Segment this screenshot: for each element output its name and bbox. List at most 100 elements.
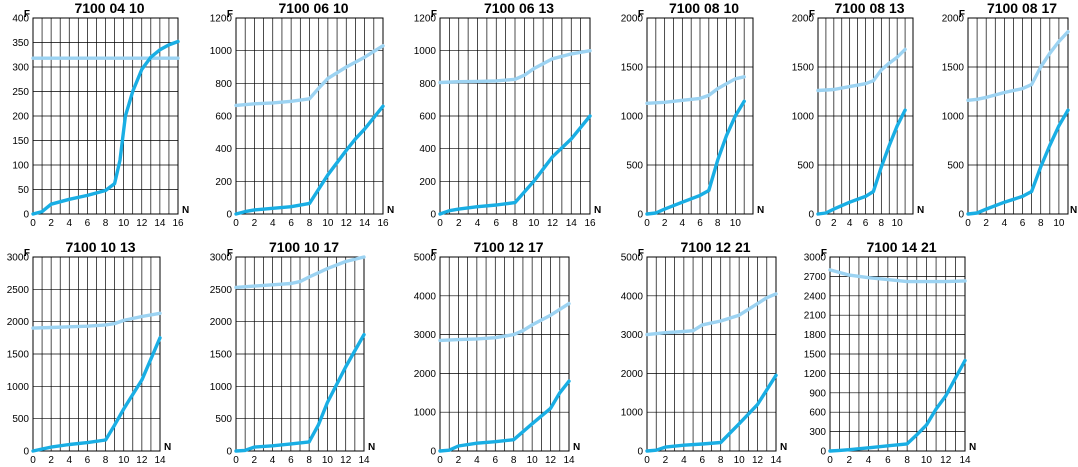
x-axis-label: N [969,442,976,453]
series-line-upper [438,301,571,343]
x-tick-label: 2 [252,455,258,466]
y-tick-label: 2000 [414,369,437,380]
y-axis-label: F [431,248,437,259]
y-tick-label: 0 [958,210,964,221]
x-tick-label: 16 [377,218,389,229]
x-tick-label: 0 [815,218,821,229]
y-tick-label: 1000 [414,408,437,419]
x-axis-label: N [164,442,171,453]
x-tick-label: 4 [474,455,480,466]
y-tick-label: 1500 [7,350,30,361]
y-tick-label: 1200 [210,14,233,25]
series-line-upper [438,49,592,85]
series-line-upper [828,268,967,284]
x-tick-label: 4 [270,218,276,229]
y-tick-label: 1500 [621,63,644,74]
chart-title: 7100 06 13 [484,0,554,16]
y-tick-label: 1800 [804,330,827,341]
x-tick-label: 6 [493,455,499,466]
y-tick-label: 0 [226,447,232,458]
y-axis-label: F [24,248,30,259]
x-tick-label: 4 [66,218,72,229]
y-tick-label: 1000 [792,112,815,123]
x-tick-label: 2 [662,218,668,229]
x-tick-label: 0 [233,218,239,229]
x-tick-label: 10 [118,218,130,229]
chart-title: 7100 04 10 [74,0,144,16]
y-tick-label: 1500 [804,350,827,361]
x-tick-label: 6 [85,455,91,466]
x-tick-label: 0 [437,218,443,229]
y-tick-label: 2700 [804,272,827,283]
x-tick-label: 10 [527,455,539,466]
y-axis-label: F [227,248,233,259]
x-tick-label: 8 [718,455,724,466]
x-tick-label: 2 [663,455,669,466]
y-tick-label: 5000 [621,253,644,264]
y-tick-label: 1000 [942,112,965,123]
x-tick-label: 8 [904,455,910,466]
x-tick-label: 12 [940,455,952,466]
y-tick-label: 1000 [621,408,644,419]
y-tick-label: 200 [419,177,436,188]
chart-title: 7100 10 13 [65,239,135,255]
y-tick-label: 400 [215,144,232,155]
x-tick-label: 14 [959,455,971,466]
x-tick-label: 10 [322,455,334,466]
series-line-lower [828,358,967,453]
y-tick-label: 0 [820,447,826,458]
x-tick-label: 14 [358,455,370,466]
y-tick-label: 250 [12,87,29,98]
x-tick-label: 14 [154,455,166,466]
y-axis-label: F [809,9,815,20]
x-tick-label: 6 [493,218,499,229]
y-tick-label: 500 [947,161,964,172]
series-line-upper [816,47,907,93]
y-tick-label: 3000 [621,330,644,341]
x-axis-label: N [594,205,601,216]
y-tick-label: 0 [23,210,29,221]
y-tick-label: 100 [12,161,29,172]
y-tick-label: 800 [419,79,436,90]
x-tick-label: 2 [847,455,853,466]
x-tick-label: 6 [85,218,91,229]
series-line-lower [966,108,1070,216]
series-line-lower [438,114,592,216]
plot-frame [235,17,384,215]
x-tick-label: 8 [307,218,313,229]
y-tick-label: 2500 [210,285,233,296]
y-tick-label: 2000 [621,369,644,380]
series-line-lower [31,336,162,453]
y-tick-label: 3000 [7,253,30,264]
x-tick-label: 10 [528,218,540,229]
x-tick-label: 0 [965,218,971,229]
x-tick-label: 0 [233,455,239,466]
x-tick-label: 0 [437,455,443,466]
x-tick-label: 2 [252,218,258,229]
y-tick-label: 0 [226,210,232,221]
chart-9: 0 1000 2000 3000 4000 5000 0 2 4 6 8 10 12 14 F N 7100 1… [414,239,580,466]
x-tick-label: 10 [1053,218,1065,229]
y-tick-label: 300 [12,63,29,74]
y-tick-label: 1000 [621,112,644,123]
x-tick-label: 0 [827,455,833,466]
x-tick-label: 14 [770,455,782,466]
x-axis-label: N [780,442,787,453]
x-tick-label: 0 [30,455,36,466]
x-tick-label: 10 [730,218,742,229]
x-tick-label: 0 [30,218,36,229]
x-tick-label: 4 [680,218,686,229]
y-tick-label: 2000 [7,317,30,328]
y-axis-label: F [431,9,437,20]
x-tick-label: 10 [921,455,933,466]
y-tick-label: 1200 [414,14,437,25]
chart-2: 0 200 400 600 800 1000 1200 0 2 4 6 8 10 12 14 16 F N 7100… [210,0,394,229]
y-tick-label: 500 [797,161,814,172]
y-tick-label: 2400 [804,291,827,302]
chart-3: 0 200 400 600 800 1000 1200 0 2 4 6 8 10 12 14 16 F N 7100… [414,0,601,229]
chart-11: 0 300 600 900 1200 1500 1800 2100 2400 2700 3000 0 2… [804,239,976,466]
y-tick-label: 1500 [210,350,233,361]
y-tick-label: 2000 [942,14,965,25]
x-axis-label: N [368,442,375,453]
